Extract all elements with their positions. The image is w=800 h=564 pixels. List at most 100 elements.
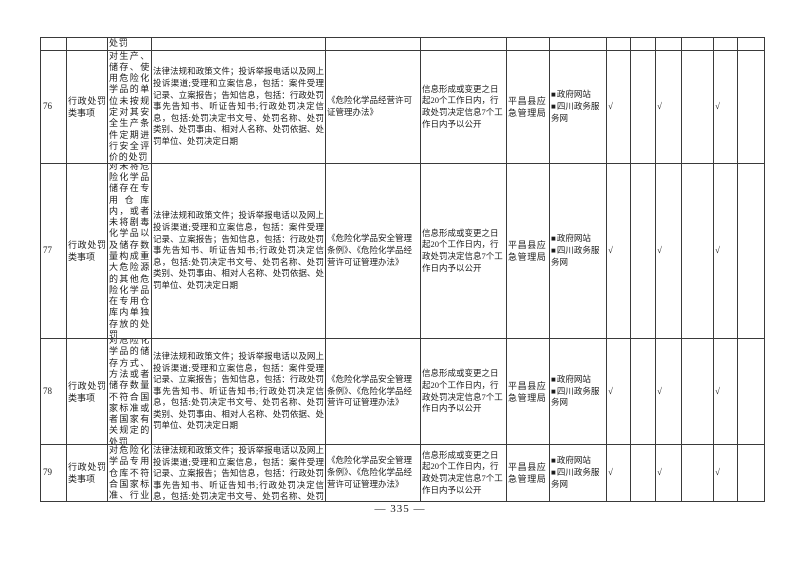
cell-check: [682, 164, 714, 338]
channel-label: 政府网站: [556, 455, 591, 466]
cell-check: [738, 445, 765, 501]
cell-channels: ■政府网站 ■四川政务服务网: [550, 164, 607, 338]
cell-content: 法律法规和政策文件；投诉举报电话以及网上投诉渠道;受理和立案信息，包括：案件受理…: [153, 445, 326, 501]
cell-channels: ■政府网站 ■四川政务服务网: [550, 339, 607, 444]
cell-check: [631, 339, 656, 444]
cell-check: √: [656, 164, 682, 338]
filled-square-icon: ■: [551, 102, 556, 112]
cell-check: [738, 164, 765, 338]
cell-seq: 76: [41, 51, 67, 163]
filled-square-icon: ■: [551, 386, 556, 396]
cell-check: [631, 445, 656, 501]
table-row: 76 行政处罚类事项 对生产、储存、使用危险化学品的单位未按规定对其安全生产条件…: [41, 51, 765, 164]
cell-channels: ■政府网站 ■四川政务服务网: [550, 51, 607, 163]
cell-check: √: [607, 339, 631, 444]
cell-check: √: [607, 51, 631, 163]
cell-check: [607, 38, 631, 50]
cell-check: [631, 38, 656, 50]
channel-item: ■政府网站: [551, 374, 605, 386]
channel-item: ■四川政务服务网: [551, 101, 605, 125]
cell-deadline: 信息形成或变更之日起20个工作日内，行政处罚决定信息7个工作日内予以公开: [421, 339, 507, 444]
cell-deadline: [421, 38, 507, 50]
channel-item: ■四川政务服务网: [551, 467, 605, 491]
cell-item-name: 处罚: [108, 38, 152, 50]
cell-check: √: [656, 51, 682, 163]
cell-agency: [507, 38, 550, 50]
filled-square-icon: ■: [551, 90, 556, 100]
cell-content: 法律法规和政策文件；投诉举报电话以及网上投诉渠道;受理和立案信息，包括：案件受理…: [152, 164, 326, 338]
channel-item: ■四川政务服务网: [551, 386, 605, 410]
cell-check: √: [714, 445, 738, 501]
cell-check: √: [607, 164, 631, 338]
cell-check: [682, 339, 714, 444]
channel-label: 四川政务服务网: [551, 101, 600, 123]
channel-item: ■四川政务服务网: [551, 245, 605, 269]
cell-deadline: 信息形成或变更之日起20个工作日内，行政处罚决定信息7个工作日内予以公开: [421, 51, 507, 163]
cell-seq: [41, 38, 67, 50]
cell-content: 法律法规和政策文件；投诉举报电话以及网上投诉渠道;受理和立案信息，包括：案件受理…: [152, 51, 326, 163]
channel-label: 政府网站: [556, 373, 591, 384]
table-row-carryover: 处罚: [41, 38, 765, 51]
cell-check: √: [656, 445, 682, 501]
cell-agency: 平昌县应急管理局: [507, 51, 550, 163]
cell-agency: 平昌县应急管理局: [507, 339, 550, 444]
cell-basis: 《危险化学品经营许可证管理办法》: [326, 51, 421, 163]
cell-basis: [326, 38, 421, 50]
channel-label: 政府网站: [556, 233, 591, 244]
channel-label: 四川政务服务网: [551, 467, 600, 489]
cell-check: [738, 51, 765, 163]
cell-check: √: [656, 339, 682, 444]
filled-square-icon: ■: [551, 246, 556, 256]
cell-item-name: 对未将危险化学品储存在专用仓库内，或者未将剧毒化学品以及储存数量构成重大危险源的…: [109, 164, 152, 338]
table-row: 78 行政处罚类事项 对危险化学品的储存方式、方法或者储存数量不符合国家标准或者…: [41, 339, 765, 445]
filled-square-icon: ■: [551, 468, 556, 478]
cell-check: [682, 445, 714, 501]
cell-check: [714, 38, 738, 50]
cell-deadline: 信息形成或变更之日起20个工作日内，行政处罚决定信息7个工作日内予以公开: [421, 164, 507, 338]
cell-item-name: 对生产、储存、使用危险化学品的单位未按规定对其安全生产条件定期进行安全评价的处罚: [109, 51, 152, 163]
cell-channels: ■政府网站 ■四川政务服务网: [550, 445, 607, 501]
channel-label: 四川政务服务网: [551, 245, 600, 267]
cell-basis: 《危险化学品安全管理条例》、《危险化学品经营许可证管理办法》: [326, 164, 421, 338]
cell-category: 行政处罚类事项: [67, 164, 108, 338]
cell-check: √: [607, 445, 631, 501]
cell-deadline: 信息形成或变更之日起20个工作日内，行政处罚决定信息7个工作日内予以公开: [421, 445, 507, 501]
cell-category: 行政处罚类事项: [67, 445, 108, 501]
cell-check: [738, 38, 765, 50]
cell-check: √: [714, 51, 738, 163]
filled-square-icon: ■: [551, 374, 556, 384]
page-number: — 335 —: [374, 503, 426, 515]
cell-channels: [550, 38, 607, 50]
cell-check: [656, 38, 682, 50]
table-row: 79 行政处罚类事项 对危险化学品专用仓库不符合国家标准、行业标 法律法规和政策…: [41, 445, 765, 502]
cell-seq: 78: [41, 339, 67, 444]
cell-check: [682, 38, 714, 50]
cell-content: [152, 38, 326, 50]
cell-agency: 平昌县应急管理局: [507, 164, 550, 338]
disclosure-table: 处罚 76 行政处罚类事项 对生产、储存、使用危险化学品的单位未按规定对其安全生…: [40, 37, 765, 502]
channel-item: ■政府网站: [551, 233, 605, 245]
cell-check: √: [714, 164, 738, 338]
cell-check: √: [714, 339, 738, 444]
cell-seq: 77: [41, 164, 67, 338]
cell-agency: 平昌县应急管理局: [507, 445, 550, 501]
cell-check: [631, 51, 656, 163]
cell-basis: 《危险化学品安全管理条例》、《危险化学品经营许可证管理办法》: [326, 445, 421, 501]
cell-basis: 《危险化学品安全管理条例》、《危险化学品经营许可证管理办法》: [326, 339, 421, 444]
channel-item: ■政府网站: [551, 455, 605, 467]
table-row: 77 行政处罚类事项 对未将危险化学品储存在专用仓库内，或者未将剧毒化学品以及储…: [41, 164, 765, 339]
cell-check: [682, 51, 714, 163]
cell-category: 行政处罚类事项: [67, 51, 108, 163]
channel-item: ■政府网站: [551, 89, 605, 101]
filled-square-icon: ■: [551, 456, 556, 466]
filled-square-icon: ■: [551, 234, 556, 244]
cell-check: [738, 339, 765, 444]
cell-content: 法律法规和政策文件；投诉举报电话以及网上投诉渠道;受理和立案信息，包括：案件受理…: [152, 339, 326, 444]
cell-item-name: 对危险化学品的储存方式、方法或者储存数量不符合国家标准或者国家有关规定的处罚: [109, 339, 152, 444]
channel-label: 政府网站: [556, 89, 591, 100]
cell-category: 行政处罚类事项: [67, 339, 108, 444]
cell-check: [631, 164, 656, 338]
cell-category: [67, 38, 108, 50]
cell-item-name: 对危险化学品专用仓库不符合国家标准、行业标: [109, 445, 152, 501]
channel-label: 四川政务服务网: [551, 385, 600, 408]
